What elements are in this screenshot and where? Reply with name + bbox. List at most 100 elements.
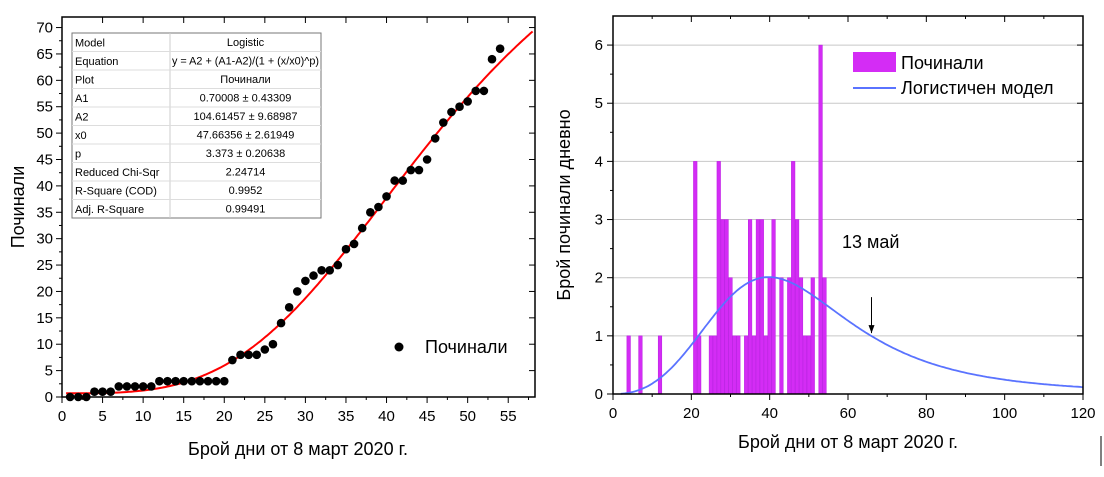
bar [763,335,768,395]
data-point [414,165,424,175]
table-label: R-Square (COD) [75,186,157,198]
data-point [171,376,180,386]
x-tick-label: 45 [419,408,436,425]
legend-label-model: Логистичен модел [901,78,1053,98]
right-plot-frame [612,15,1084,395]
bar [697,335,702,395]
x-tick-label: 0 [58,408,66,425]
x-tick-label: 100 [992,405,1017,422]
x-tick-label: 20 [216,408,233,425]
legend-swatch-pochinali [853,52,896,72]
data-point [495,44,505,53]
bar [767,277,772,395]
data-point [122,382,132,391]
data-point [430,134,440,143]
x-tick-label: 20 [683,405,700,422]
table-label: Adj. R-Square [75,204,144,216]
table-value: 2.24714 [226,167,266,179]
data-point [90,387,99,397]
left-chart: 0 5 10 15 20 25 30 35 40 45 50 55 0 5 10 15 20 25 30 35 40 45… [8,16,536,459]
bar [798,277,804,395]
data-point [455,102,464,112]
right-y-axis-title: Брой починали дневно [554,109,574,300]
y-tick-label: 5 [45,363,53,380]
data-point [146,382,156,391]
x-tick-label: 30 [297,408,314,425]
bar [716,161,721,395]
data-point [301,276,310,286]
x-tick-label: 5 [98,408,106,425]
x-tick-label: 40 [378,408,395,425]
table-value: 47.66356 ± 2.61949 [197,130,295,142]
table-value: 0.99491 [226,204,266,216]
data-point [236,350,245,360]
bar [638,335,643,395]
data-point [203,376,213,386]
bar [779,277,784,395]
bar [744,335,749,395]
table-value: 0.70008 ± 0.43309 [200,93,292,105]
data-point [487,54,497,64]
y-tick-label: 30 [36,231,53,248]
bar [732,335,737,395]
data-point [325,266,335,275]
data-point [244,350,253,360]
bar [712,335,717,395]
y-tick-label: 35 [36,204,53,221]
fit-parameters-table: Model Logistic Equation y = A2 + (A1-A2)/(1… [71,32,322,219]
bar [818,44,823,395]
bar [736,335,741,395]
data-point [228,355,237,365]
bar [724,219,729,395]
bar [787,277,792,395]
bar [751,335,757,395]
right-x-axis-title: Брой дни от 8 март 2020 г. [738,432,958,452]
data-point [398,176,408,185]
bar [822,277,827,395]
x-tick-label: 25 [256,408,273,425]
data-point [463,97,472,106]
left-plot-frame [61,16,536,398]
x-tick-label: 40 [761,405,778,422]
x-tick-label: 0 [609,405,617,422]
data-point [479,86,489,96]
table-label: Reduced Chi-Sqr [75,167,160,179]
y-tick-label: 6 [595,37,603,54]
bar [708,335,713,395]
y-tick-label: 1 [595,328,603,345]
arrow-head [868,325,875,334]
y-tick-label: 0 [595,386,603,403]
table-value: Logistic [227,37,265,49]
x-tick-label: 120 [1070,405,1095,422]
bar [802,335,807,395]
left-y-axis-title: Починали [8,166,28,249]
table-value: 0.9952 [229,185,263,197]
data-point [73,392,83,402]
y-tick-label: 4 [595,153,603,170]
left-x-axis-title: Брой дни от 8 март 2020 г. [188,439,408,459]
table-label: A1 [75,93,88,105]
data-point [187,376,197,386]
y-tick-label: 55 [36,99,53,116]
logistic-model-curve [620,276,1084,395]
y-tick-label: 50 [36,125,53,142]
data-point [366,207,375,217]
table-label: A2 [75,112,88,124]
data-point [374,202,383,212]
data-point [357,223,367,233]
data-point [292,287,302,296]
bar [748,219,753,395]
data-point [114,382,124,391]
data-point [82,392,91,402]
data-point [406,165,416,175]
data-point [341,244,351,254]
table-value: Починали [220,74,270,86]
bar [791,161,796,395]
data-point [195,376,205,386]
legend-label-pochinali-daily: Починали [901,53,984,73]
y-tick-label: 40 [36,178,53,195]
y-tick-label: 45 [36,152,53,169]
data-point [98,387,107,397]
data-point [163,376,172,386]
data-point [130,382,140,391]
